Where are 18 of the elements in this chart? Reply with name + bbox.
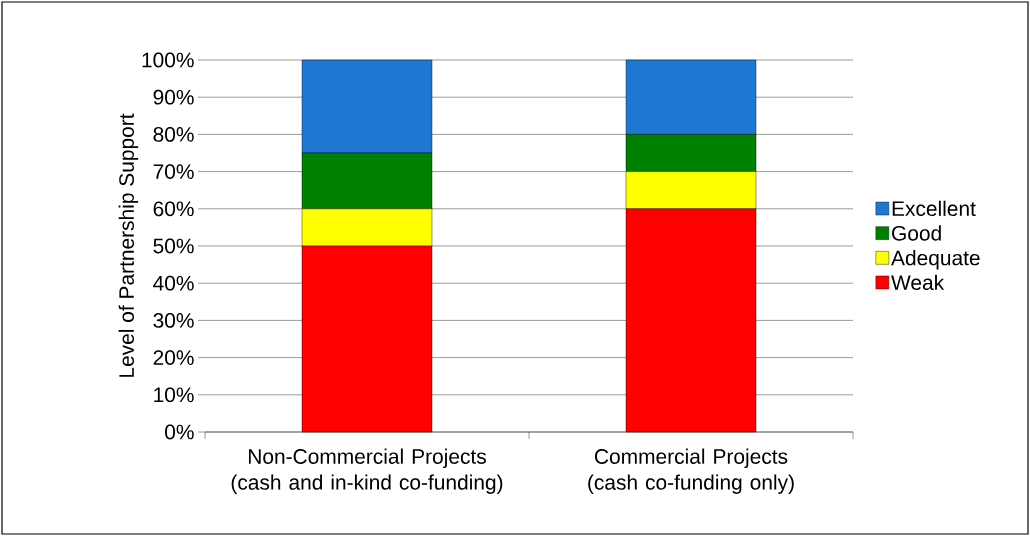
y-tick-label: 70% xyxy=(153,164,194,179)
y-tick-label: 60% xyxy=(153,201,194,217)
y-tick-label: 50% xyxy=(153,238,194,254)
legend-label: Adequate xyxy=(891,249,980,270)
x-tick-label: Non-Commercial Projects (cash and in-kind co-funding) xyxy=(231,448,503,494)
y-tick-label: 10% xyxy=(154,387,194,403)
y-tick-label: 100% xyxy=(142,52,194,68)
y-tick-label: 90% xyxy=(153,89,194,105)
legend-label: Excellent xyxy=(892,200,976,217)
y-tick-label: 30% xyxy=(153,312,194,328)
y-tick-label: 0% xyxy=(165,424,194,440)
legend-label: Weak xyxy=(891,274,945,290)
x-tick-label: Commercial Projects (cash co-funding only) xyxy=(588,448,794,494)
y-tick-label: 40% xyxy=(153,275,194,291)
y-tick-label: 80% xyxy=(153,126,194,142)
y-axis-title: Level of Partnership Support xyxy=(118,113,139,377)
legend-label: Good xyxy=(892,225,941,241)
y-tick-label: 20% xyxy=(153,350,194,365)
